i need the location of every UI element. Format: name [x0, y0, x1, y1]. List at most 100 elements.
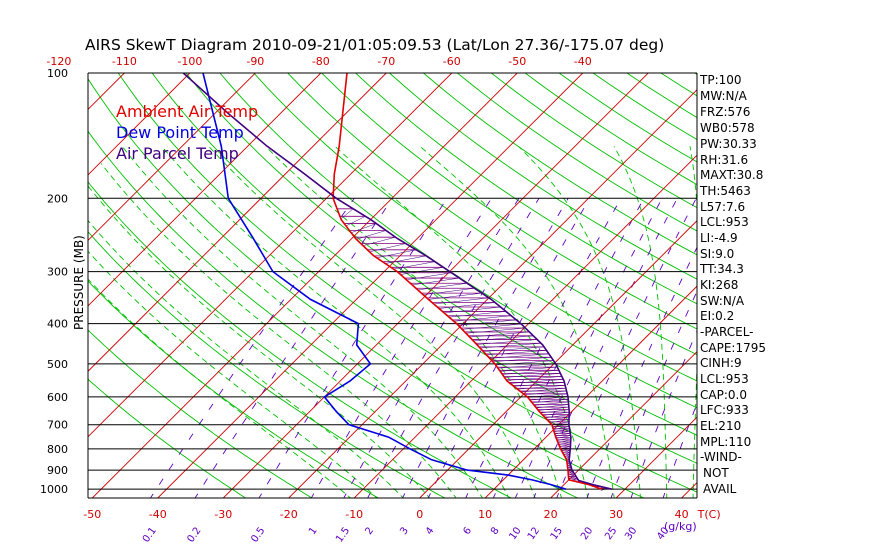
cape-hatch-diag: [557, 437, 571, 441]
pressure-tick-label: 700: [47, 419, 68, 432]
dry-adiabat: [389, 73, 697, 280]
stat-17: CAPE:1795: [700, 341, 766, 355]
cape-hatch-diag: [400, 267, 444, 275]
cape-hatch-diag: [500, 366, 558, 372]
pressure-tick-label: 900: [47, 464, 68, 477]
cape-hatch-diag: [480, 342, 542, 349]
cape-hatch-diag: [356, 230, 387, 240]
axis-frame: [87, 72, 698, 499]
cape-hatch-diag: [559, 443, 571, 448]
dry-adiabat: [321, 73, 697, 330]
mixing-ratio-line: [610, 290, 697, 498]
cape-hatch-diag: [458, 319, 517, 326]
bottom-temp-tick-label: -50: [83, 508, 101, 521]
cape-hatch-diag: [393, 261, 435, 270]
cape-hatch-diag: [510, 379, 564, 384]
cape-hatch-diag: [532, 398, 569, 404]
mixing-ratio-label: 12: [526, 525, 542, 542]
chart-title: AIRS SkewT Diagram 2010-09-21/01:05:09.5…: [85, 36, 664, 54]
isotherm: [747, 73, 870, 498]
isotherm: [88, 73, 387, 372]
stat-2: FRZ:576: [700, 105, 750, 119]
cape-hatch-diag: [453, 315, 512, 322]
moist-adiabat: [208, 145, 536, 498]
cape-hatch-diag: [438, 302, 496, 309]
stat-6: MAXT:30.8: [700, 168, 763, 182]
dry-adiabat: [355, 73, 697, 305]
stat-9: LCL:953: [700, 215, 749, 229]
mixing-ratio-unit-label: (g/kg): [664, 520, 697, 533]
isotherm: [88, 73, 322, 307]
mixing-ratio-label: 30: [623, 525, 639, 542]
cape-hatch-diag: [504, 373, 561, 378]
legend-parcel: Air Parcel Temp: [116, 144, 239, 163]
profile-dew-point-temp: [202, 73, 567, 490]
cape-hatch-diag: [568, 476, 577, 480]
moist-adiabat: [161, 146, 510, 498]
cape-hatch-diag: [543, 411, 570, 416]
mixing-ratio-label: 8: [489, 525, 502, 537]
cape-hatch-diag: [489, 353, 549, 359]
moist-adiabat: [613, 146, 668, 498]
bottom-temp-tick-label: -30: [214, 508, 232, 521]
pressure-tick-label: 300: [47, 266, 68, 279]
bottom-temp-tick-label: 10: [478, 508, 492, 521]
legend-dewpoint: Dew Point Temp: [116, 123, 244, 142]
cape-hatch-diag: [417, 282, 468, 291]
cape-hatch-diag: [506, 376, 562, 381]
pressure-tick-label: 400: [47, 318, 68, 331]
stat-8: L57:7.6: [700, 200, 745, 214]
stat-16: -PARCEL-: [700, 325, 754, 339]
mixing-ratio-line: [149, 198, 355, 498]
stat-10: LI:-4.9: [700, 231, 738, 245]
stat-15: EI:0.2: [700, 309, 734, 323]
legend-ambient: Ambient Air Temp: [116, 102, 258, 121]
stat-18: CINH:9: [700, 356, 742, 370]
cape-hatch-diag: [502, 370, 559, 375]
cape-hatch-diag: [351, 223, 377, 233]
mixing-ratio-label: 20: [579, 525, 595, 542]
moist-adiabat: [419, 145, 615, 498]
mixing-ratio-label: 4: [424, 525, 437, 537]
sounding-profiles: [182, 73, 613, 490]
dry-adiabat: [253, 73, 697, 382]
mixing-ratio-label: 25: [603, 525, 619, 542]
isotherm: [157, 73, 584, 498]
dry-adiabat: [423, 73, 697, 256]
cape-hatch-diag: [469, 331, 530, 338]
stat-24: -WIND-: [700, 450, 742, 464]
stat-19: LCL:953: [700, 372, 749, 386]
cape-hatch-diag: [423, 287, 475, 295]
cape-hatch-diag: [545, 414, 570, 419]
cape-hatch-diag: [563, 451, 571, 456]
top-temp-tick-label: -60: [443, 55, 461, 68]
mixing-ratio-label: 6: [461, 525, 474, 537]
stat-1: MW:N/A: [700, 89, 748, 103]
pressure-tick-label: 800: [47, 443, 68, 456]
cape-hatch-diag: [554, 428, 570, 433]
mixing-ratio-line: [194, 198, 393, 498]
moist-adiabat: [100, 163, 457, 498]
isotherms: [88, 73, 870, 498]
isotherm: [88, 73, 453, 438]
stats-panel: TP:100 MW:N/A FRZ:576 WB0:578 PW:30.33 R…: [699, 73, 766, 496]
cape-hatch-diag: [547, 416, 570, 421]
bottom-temp-tick-label: 0: [416, 508, 423, 521]
cape-hatch-diag: [444, 306, 501, 314]
cape-hatch-diag: [534, 401, 569, 406]
stat-23: MPL:110: [700, 435, 751, 449]
bottom-temp-tick-label: -20: [280, 508, 298, 521]
cape-hatch-diag: [412, 277, 460, 286]
moist-adiabat: [518, 145, 641, 498]
pressure-tick-label: 200: [47, 192, 68, 205]
mixing-ratio-label: 2: [363, 525, 376, 537]
isotherm: [419, 220, 697, 498]
top-temp-tick-label: -100: [177, 55, 202, 68]
cape-hatch-diag: [428, 292, 482, 300]
dry-adiabat: [219, 73, 697, 409]
cape-hatch-diag: [568, 474, 576, 478]
mixing-ratio-label: 15: [549, 525, 565, 542]
stat-22: EL:210: [700, 419, 741, 433]
cape-hatch-diag: [385, 255, 427, 264]
top-temp-tick-label: -50: [508, 55, 526, 68]
